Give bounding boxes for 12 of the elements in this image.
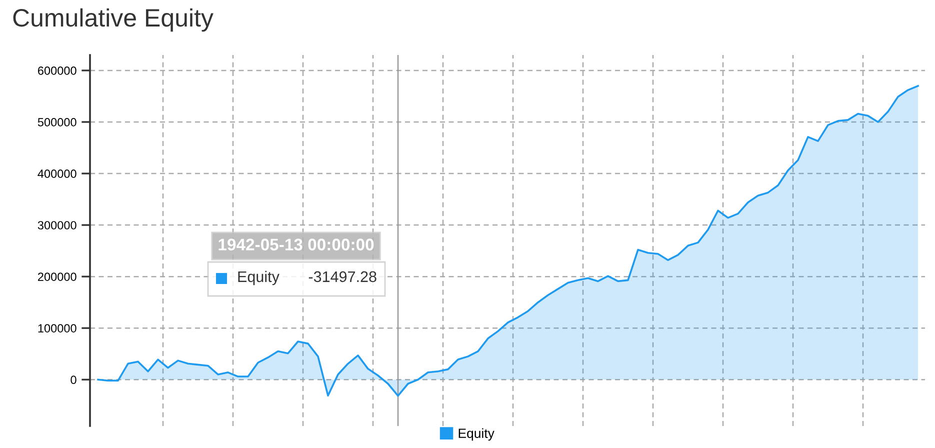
text: Equity — [458, 428, 494, 441]
y-tick-label: 300000 — [38, 221, 76, 230]
y-tick-label: 200000 — [38, 272, 76, 281]
y-tick-label: 500000 — [38, 118, 76, 126]
y-tick-label: 600000 — [38, 66, 76, 75]
y-tick-label: 100000 — [38, 324, 76, 332]
y-tick-label: 400000 — [38, 170, 76, 178]
annotation: -31497.28 — [308, 271, 376, 282]
annotation: 1942-05-13 00:00:00 — [218, 238, 374, 250]
legend-label: Equity — [238, 270, 280, 286]
y-tick-label: 0 — [70, 376, 76, 384]
chart-title: Cumulative Equity — [13, 8, 214, 32]
